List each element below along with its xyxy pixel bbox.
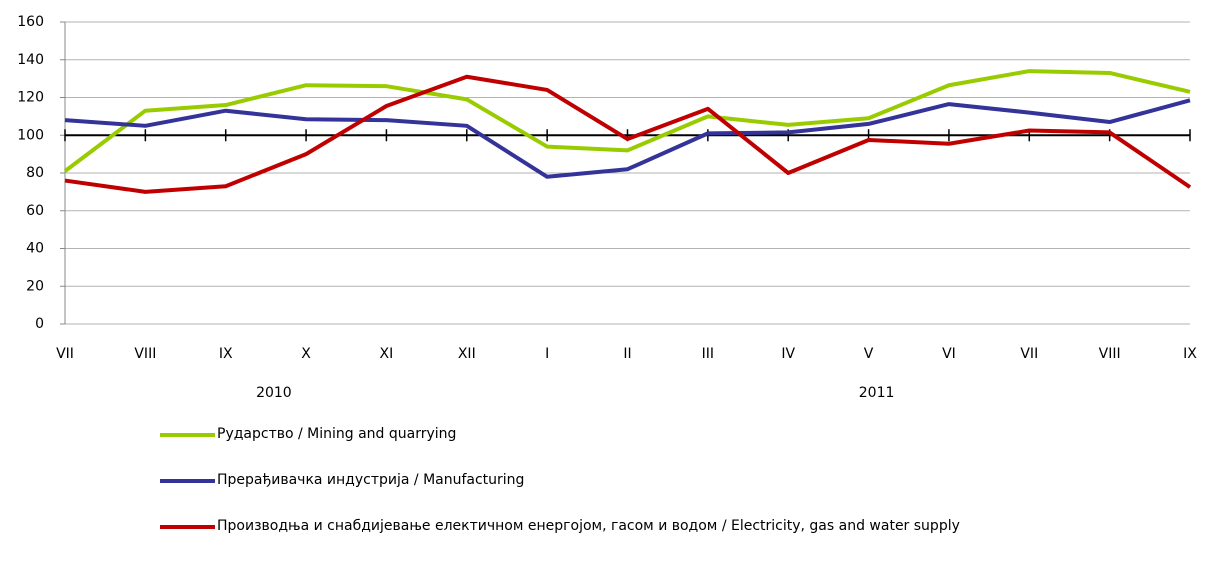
- x-tick-label: V: [864, 346, 874, 362]
- y-tick-label: 100: [17, 127, 44, 143]
- y-tick-label: 160: [17, 14, 44, 30]
- series-line: [64, 98, 1191, 179]
- y-tick-label: 140: [17, 52, 44, 68]
- legend-label: Производња и снабдијевање електичном ене…: [217, 518, 960, 534]
- legend-label: Рударство / Mining and quarrying: [217, 426, 457, 442]
- legend-label: Прерађивачка индустрија / Manufacturing: [217, 472, 525, 488]
- x-tick-label: I: [545, 346, 549, 362]
- x-tick-label: IX: [1183, 346, 1197, 362]
- x-tick-label: XII: [458, 346, 476, 362]
- x-tick-label: II: [623, 346, 631, 362]
- y-tick-label: 120: [17, 90, 44, 106]
- legend-item: Рударство / Mining and quarrying: [160, 425, 1090, 443]
- x-tick-label: VIII: [134, 346, 156, 362]
- y-tick-label: 40: [26, 241, 44, 257]
- y-tick-label: 60: [26, 203, 44, 219]
- legend-item: Прерађивачка индустрија / Manufacturing: [160, 471, 1090, 489]
- x-tick-label: IV: [781, 346, 795, 362]
- x-tick-label: VII: [56, 346, 74, 362]
- series-line: [64, 74, 1192, 194]
- x-tick-label: X: [301, 346, 311, 362]
- x-tick-label: VI: [942, 346, 956, 362]
- x-tick-label: XI: [380, 346, 394, 362]
- x-tick-label: VII: [1020, 346, 1038, 362]
- y-tick-label: 0: [35, 316, 44, 332]
- legend-swatch: [160, 479, 215, 483]
- year-label: 2010: [256, 385, 292, 401]
- series-line: [63, 69, 1191, 173]
- legend-swatch: [160, 525, 215, 529]
- year-label: 2011: [859, 385, 895, 401]
- y-tick-label: 80: [26, 165, 44, 181]
- y-tick-label: 20: [26, 278, 44, 294]
- legend: Рударство / Mining and quarrying Прерађив…: [160, 425, 1090, 563]
- x-tick-label: VIII: [1099, 346, 1121, 362]
- x-tick-label: III: [702, 346, 714, 362]
- x-tick-label: IX: [219, 346, 233, 362]
- legend-swatch: [160, 433, 215, 437]
- legend-item: Производња и снабдијевање електичном ене…: [160, 517, 1090, 535]
